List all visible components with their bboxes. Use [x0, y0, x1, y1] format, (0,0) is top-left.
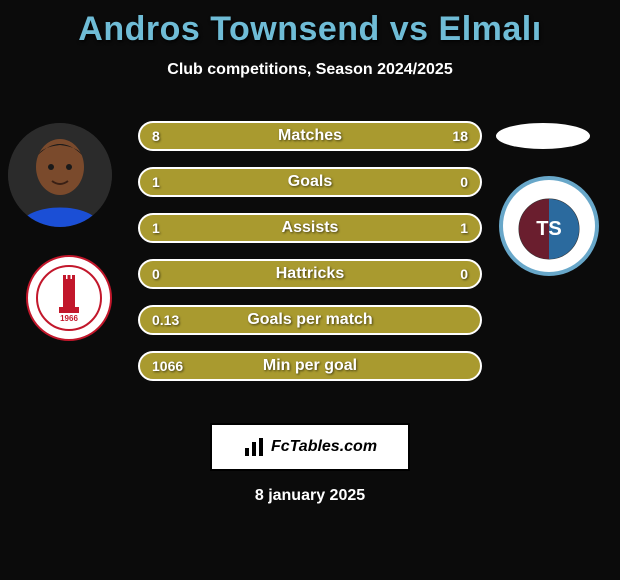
stat-value-right: 0 [460, 266, 468, 282]
player2-avatar [496, 123, 590, 149]
stat-bars: 8 Matches 18 1 Goals 0 1 Assists 1 0 Hattricks 0 0.1… [138, 121, 482, 397]
stat-value-left: 1 [152, 174, 160, 190]
stat-bar: 8 Matches 18 [138, 121, 482, 151]
branding-text: FcTables.com [271, 438, 377, 456]
date-label: 8 january 2025 [0, 487, 620, 505]
branding-box: FcTables.com [210, 423, 410, 471]
stat-label: Min per goal [263, 357, 357, 375]
player1-face-icon [8, 123, 112, 227]
stat-value-right: 1 [460, 220, 468, 236]
player1-club-badge: 1966 [26, 255, 112, 341]
player1-avatar [8, 123, 112, 227]
stat-value-left: 8 [152, 128, 160, 144]
player1-club-year: 1966 [60, 314, 78, 323]
stats-area: 1966 TS 8 Matches 18 1 Goals 0 1 Assists 1 0 Hattr… [0, 113, 620, 413]
stat-label: Matches [278, 127, 342, 145]
stat-bar: 1 Goals 0 [138, 167, 482, 197]
stat-bar: 0.13 Goals per match [138, 305, 482, 335]
stat-label: Goals per match [247, 311, 372, 329]
stat-bar: 0 Hattricks 0 [138, 259, 482, 289]
stat-bar: 1066 Min per goal [138, 351, 482, 381]
stat-value-left: 0.13 [152, 312, 179, 328]
page-title: Andros Townsend vs Elmalı [0, 0, 620, 49]
player2-club-badge: TS [498, 175, 600, 277]
stat-value-right: 18 [452, 128, 468, 144]
page-subtitle: Club competitions, Season 2024/2025 [0, 61, 620, 79]
fctables-logo-icon [243, 436, 265, 458]
stat-label: Goals [288, 173, 332, 191]
stat-label: Assists [282, 219, 339, 237]
antalyaspor-badge-icon: 1966 [26, 255, 112, 341]
stat-value-left: 0 [152, 266, 160, 282]
content-root: Andros Townsend vs Elmalı Club competiti… [0, 0, 620, 580]
stat-bar: 1 Assists 1 [138, 213, 482, 243]
stat-value-left: 1 [152, 220, 160, 236]
trabzonspor-badge-icon: TS [498, 175, 600, 277]
stat-value-right: 0 [460, 174, 468, 190]
stat-label: Hattricks [276, 265, 344, 283]
player2-club-initials: TS [536, 218, 562, 240]
stat-value-left: 1066 [152, 358, 183, 374]
